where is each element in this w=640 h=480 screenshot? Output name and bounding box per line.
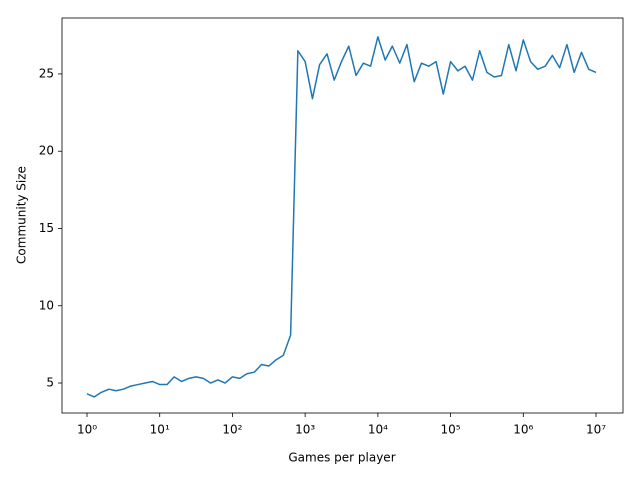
y-tick-label: 5: [46, 376, 54, 390]
x-tick-label: 10⁰: [77, 423, 97, 437]
x-tick-label: 10¹: [150, 423, 170, 437]
axes-frame: [61, 17, 624, 414]
y-tick-label: 10: [39, 298, 54, 312]
x-tick-label: 10²: [222, 423, 242, 437]
y-axis-label: Community Size: [15, 166, 29, 264]
x-tick-label: 10⁴: [368, 423, 388, 437]
data-line: [86, 36, 597, 398]
x-tick-label: 10⁷: [586, 423, 606, 437]
x-tick-label: 10⁵: [441, 423, 461, 437]
y-tick-label: 20: [39, 144, 54, 158]
x-tick-label: 10⁶: [513, 423, 533, 437]
x-tick-label: 10³: [295, 423, 315, 437]
y-tick-label: 15: [39, 221, 54, 235]
y-tick-label: 25: [39, 66, 54, 80]
x-axis-label: Games per player: [288, 451, 395, 465]
